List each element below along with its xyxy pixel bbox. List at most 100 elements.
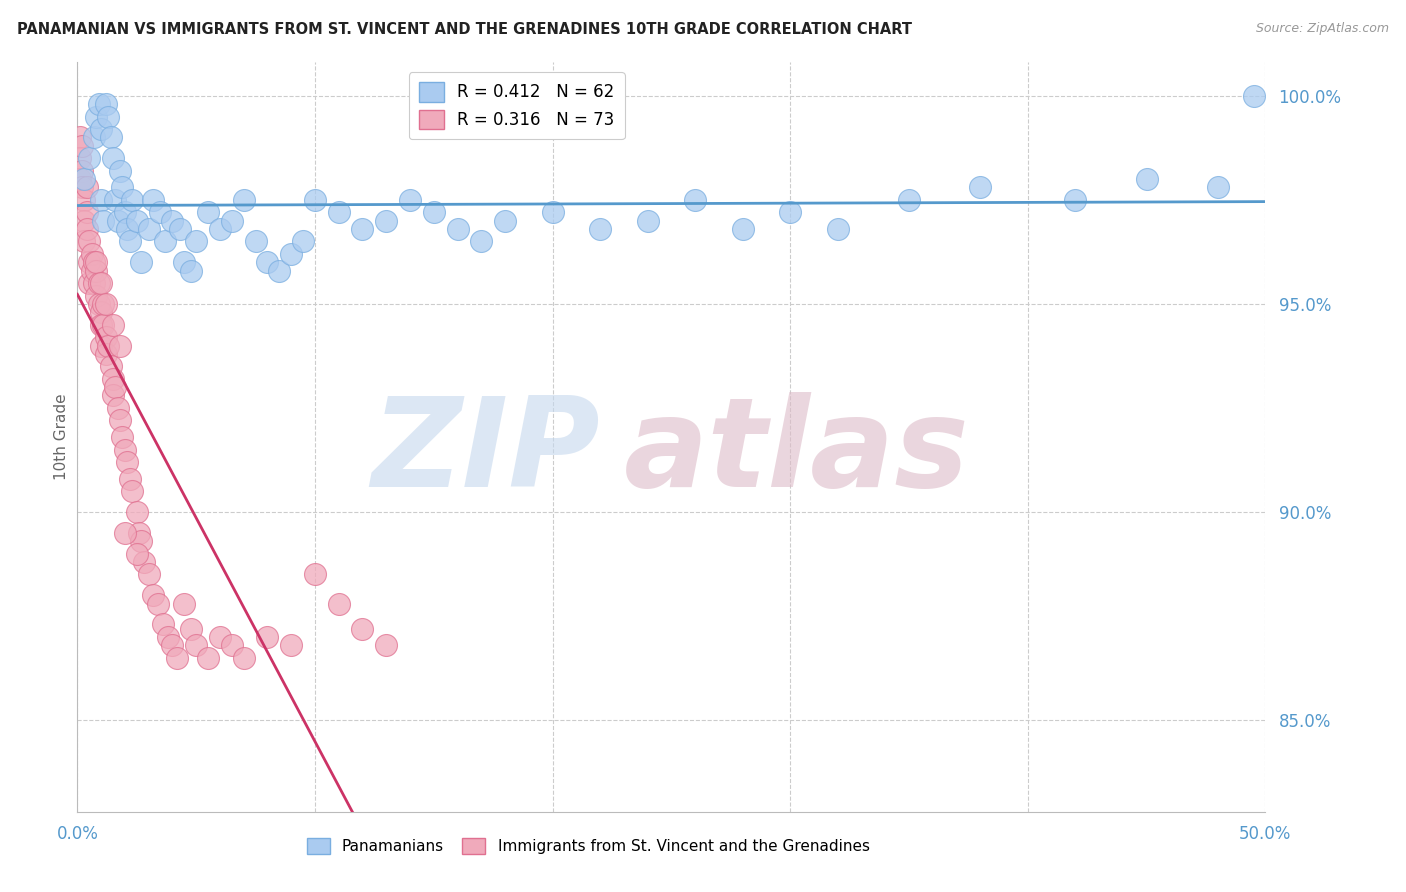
Point bbox=[637, 213, 659, 227]
Point bbox=[125, 547, 148, 561]
Point bbox=[94, 330, 117, 344]
Point bbox=[173, 255, 195, 269]
Point bbox=[101, 388, 124, 402]
Point bbox=[77, 276, 100, 290]
Point bbox=[138, 567, 160, 582]
Point bbox=[87, 276, 110, 290]
Point bbox=[86, 255, 108, 269]
Point bbox=[375, 638, 398, 652]
Point bbox=[142, 193, 165, 207]
Point bbox=[83, 255, 105, 269]
Point bbox=[128, 525, 150, 540]
Point bbox=[186, 638, 208, 652]
Point bbox=[131, 534, 153, 549]
Point bbox=[269, 263, 291, 277]
Point bbox=[142, 588, 165, 602]
Point bbox=[180, 622, 202, 636]
Point bbox=[121, 193, 143, 207]
Point bbox=[90, 305, 112, 319]
Point bbox=[90, 276, 112, 290]
Point bbox=[107, 401, 129, 415]
Point bbox=[90, 338, 112, 352]
Point bbox=[197, 205, 219, 219]
Point bbox=[208, 222, 231, 236]
Point bbox=[104, 380, 127, 394]
Point bbox=[304, 567, 326, 582]
Point bbox=[70, 180, 93, 194]
Point bbox=[73, 172, 96, 186]
Point bbox=[256, 630, 278, 644]
Point bbox=[162, 638, 184, 652]
Point bbox=[121, 484, 143, 499]
Point bbox=[69, 151, 91, 165]
Point bbox=[118, 235, 141, 249]
Point bbox=[94, 97, 117, 112]
Point bbox=[93, 318, 115, 332]
Point bbox=[104, 193, 127, 207]
Point bbox=[118, 472, 141, 486]
Point bbox=[83, 130, 105, 145]
Point bbox=[77, 235, 100, 249]
Point bbox=[114, 442, 136, 457]
Point bbox=[69, 172, 91, 186]
Point bbox=[70, 163, 93, 178]
Point bbox=[245, 235, 267, 249]
Point bbox=[328, 205, 350, 219]
Point bbox=[1136, 172, 1159, 186]
Point bbox=[149, 205, 172, 219]
Point bbox=[101, 151, 124, 165]
Point bbox=[132, 555, 155, 569]
Point bbox=[399, 193, 422, 207]
Point bbox=[221, 638, 243, 652]
Point bbox=[73, 213, 96, 227]
Point bbox=[423, 205, 446, 219]
Point bbox=[94, 347, 117, 361]
Point bbox=[87, 297, 110, 311]
Point bbox=[494, 213, 516, 227]
Point bbox=[108, 163, 131, 178]
Point bbox=[100, 130, 122, 145]
Legend: Panamanians, Immigrants from St. Vincent and the Grenadines: Panamanians, Immigrants from St. Vincent… bbox=[301, 831, 876, 860]
Point bbox=[94, 297, 117, 311]
Point bbox=[208, 630, 231, 644]
Point bbox=[86, 110, 108, 124]
Y-axis label: 10th Grade: 10th Grade bbox=[53, 393, 69, 481]
Point bbox=[146, 597, 169, 611]
Point bbox=[1206, 180, 1229, 194]
Point bbox=[93, 213, 115, 227]
Point bbox=[898, 193, 921, 207]
Point bbox=[111, 180, 134, 194]
Point bbox=[90, 318, 112, 332]
Point bbox=[352, 222, 374, 236]
Point bbox=[186, 235, 208, 249]
Point bbox=[80, 247, 103, 261]
Point bbox=[328, 597, 350, 611]
Point bbox=[131, 255, 153, 269]
Point bbox=[83, 276, 105, 290]
Point bbox=[73, 235, 96, 249]
Point bbox=[77, 255, 100, 269]
Point bbox=[114, 525, 136, 540]
Text: PANAMANIAN VS IMMIGRANTS FROM ST. VINCENT AND THE GRENADINES 10TH GRADE CORRELAT: PANAMANIAN VS IMMIGRANTS FROM ST. VINCEN… bbox=[17, 22, 912, 37]
Point bbox=[114, 205, 136, 219]
Point bbox=[197, 650, 219, 665]
Point bbox=[115, 222, 138, 236]
Point bbox=[232, 650, 254, 665]
Point bbox=[969, 180, 991, 194]
Point bbox=[69, 130, 91, 145]
Point bbox=[86, 288, 108, 302]
Point bbox=[80, 263, 103, 277]
Point bbox=[589, 222, 612, 236]
Point bbox=[352, 622, 374, 636]
Point bbox=[93, 297, 115, 311]
Point bbox=[73, 193, 96, 207]
Point bbox=[180, 263, 202, 277]
Point bbox=[107, 213, 129, 227]
Point bbox=[152, 617, 174, 632]
Point bbox=[111, 430, 134, 444]
Point bbox=[87, 97, 110, 112]
Point bbox=[446, 222, 468, 236]
Point bbox=[100, 359, 122, 374]
Point bbox=[70, 138, 93, 153]
Text: ZIP: ZIP bbox=[371, 392, 600, 513]
